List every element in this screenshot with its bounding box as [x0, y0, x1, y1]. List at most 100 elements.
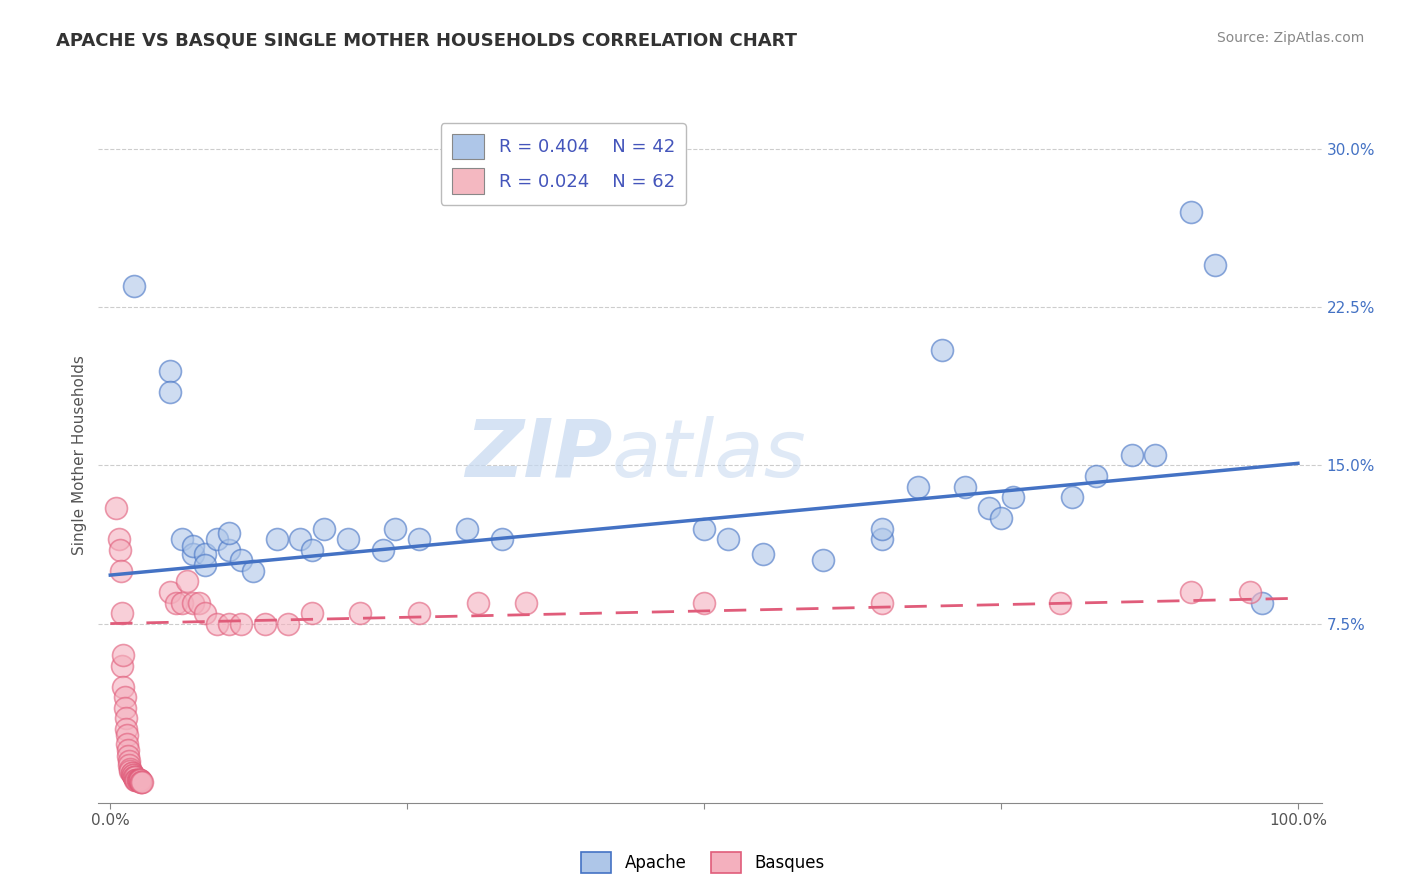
Point [170, 533, 193, 547]
Point [870, 522, 893, 536]
Point [1180, 585, 1202, 599]
Point [253, 616, 276, 631]
Point [693, 522, 716, 536]
Point [188, 595, 211, 609]
Point [129, 774, 152, 789]
Point [194, 606, 217, 620]
Point [1180, 205, 1202, 219]
Point [114, 690, 136, 705]
Point [1144, 448, 1167, 462]
Point [194, 547, 217, 561]
Point [1204, 258, 1226, 272]
Point [205, 533, 228, 547]
Point [373, 542, 395, 557]
Y-axis label: Single Mother Households: Single Mother Households [72, 355, 87, 555]
Point [229, 553, 252, 567]
Point [1001, 490, 1024, 504]
Point [194, 558, 217, 572]
Point [121, 766, 143, 780]
Point [111, 658, 134, 673]
Point [129, 772, 152, 787]
Point [1251, 595, 1274, 609]
Point [229, 616, 252, 631]
Point [105, 500, 128, 515]
Point [114, 711, 136, 725]
Point [111, 606, 134, 620]
Point [183, 547, 205, 561]
Point [110, 564, 132, 578]
Point [127, 772, 149, 787]
Point [242, 564, 264, 578]
Point [131, 774, 153, 789]
Point [124, 771, 146, 785]
Point [456, 522, 478, 536]
Point [870, 533, 893, 547]
Legend: R = 0.404    N = 42, R = 0.024    N = 62: R = 0.404 N = 42, R = 0.024 N = 62 [441, 123, 686, 205]
Point [159, 585, 181, 599]
Point [1239, 585, 1261, 599]
Point [117, 749, 139, 764]
Point [811, 553, 834, 567]
Text: ZIP: ZIP [465, 416, 612, 494]
Point [1062, 490, 1084, 504]
Point [170, 595, 193, 609]
Point [114, 722, 136, 736]
Point [977, 500, 1000, 515]
Point [491, 533, 513, 547]
Point [931, 343, 953, 357]
Point [118, 754, 141, 768]
Text: atlas: atlas [612, 416, 807, 494]
Point [1049, 595, 1071, 609]
Point [752, 547, 775, 561]
Text: APACHE VS BASQUE SINGLE MOTHER HOUSEHOLDS CORRELATION CHART: APACHE VS BASQUE SINGLE MOTHER HOUSEHOLD… [56, 31, 797, 49]
Point [121, 768, 143, 782]
Text: Source: ZipAtlas.com: Source: ZipAtlas.com [1216, 31, 1364, 45]
Point [183, 595, 205, 609]
Point [165, 595, 187, 609]
Point [384, 522, 406, 536]
Point [290, 533, 312, 547]
Point [129, 772, 152, 787]
Point [121, 768, 143, 782]
Point [176, 574, 198, 589]
Point [717, 533, 740, 547]
Point [349, 606, 371, 620]
Point [112, 680, 135, 694]
Point [127, 772, 149, 787]
Point [336, 533, 359, 547]
Point [107, 533, 129, 547]
Point [129, 774, 152, 789]
Point [108, 542, 131, 557]
Point [990, 511, 1012, 525]
Point [870, 595, 893, 609]
Point [301, 606, 323, 620]
Point [122, 279, 145, 293]
Point [1085, 469, 1108, 483]
Point [159, 384, 181, 399]
Point [301, 542, 323, 557]
Point [693, 595, 716, 609]
Point [117, 743, 139, 757]
Point [114, 701, 136, 715]
Point [218, 542, 240, 557]
Point [312, 522, 335, 536]
Point [277, 616, 299, 631]
Point [118, 757, 141, 772]
Point [467, 595, 489, 609]
Point [124, 772, 146, 787]
Point [159, 363, 181, 377]
Point [205, 616, 228, 631]
Point [183, 539, 205, 553]
Point [122, 771, 145, 785]
Point [120, 762, 142, 776]
Point [128, 772, 150, 787]
Point [408, 533, 430, 547]
Point [955, 479, 977, 493]
Point [122, 771, 145, 785]
Point [1121, 448, 1143, 462]
Point [128, 772, 150, 787]
Point [115, 737, 138, 751]
Point [408, 606, 430, 620]
Point [129, 772, 152, 787]
Point [112, 648, 135, 663]
